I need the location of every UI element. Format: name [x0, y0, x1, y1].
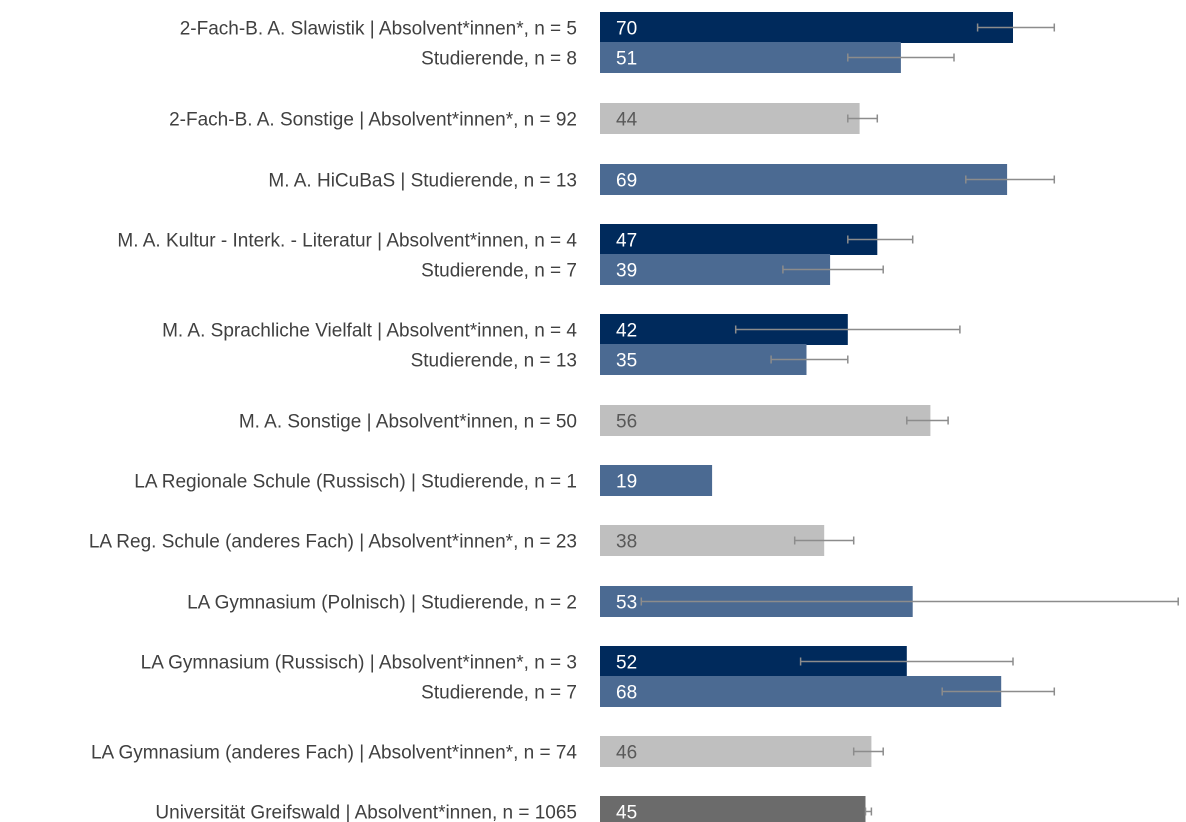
value-label: 42 [616, 321, 637, 342]
value-label: 69 [616, 171, 637, 192]
bars [600, 12, 1013, 822]
error-bar [793, 536, 855, 545]
category-labels: 2-Fach-B. A. Slawistik | Absolvent*innen… [89, 19, 578, 822]
category-label: M. A. Kultur - Interk. - Literatur | Abs… [117, 231, 577, 252]
error-bar [847, 114, 879, 123]
value-label: 19 [616, 472, 637, 493]
error-bar [799, 657, 1014, 666]
category-label: M. A. HiCuBaS | Studierende, n = 13 [268, 171, 577, 192]
error-bar [782, 265, 884, 274]
bar [600, 12, 1013, 43]
error-bar [976, 23, 1056, 32]
error-bar [847, 53, 955, 62]
value-label: 38 [616, 532, 637, 553]
error-bar [770, 355, 849, 364]
bar [600, 103, 860, 134]
error-bars [640, 23, 1179, 816]
category-label: LA Gymnasium (anderes Fach) | Absolvent*… [91, 743, 577, 764]
bar [600, 676, 1002, 707]
bar [600, 796, 866, 822]
bar [600, 164, 1008, 195]
error-bar [864, 807, 873, 816]
category-label: Studierende, n = 8 [421, 49, 577, 70]
bar [600, 405, 931, 436]
value-label: 68 [616, 683, 637, 704]
value-label: 39 [616, 261, 637, 282]
category-label: M. A. Sprachliche Vielfalt | Absolvent*i… [162, 321, 577, 342]
bar [600, 525, 825, 556]
error-bar [941, 687, 1056, 696]
value-label: 46 [616, 743, 637, 764]
value-label: 51 [616, 49, 637, 70]
category-label: LA Regionale Schule (Russisch) | Studier… [134, 472, 577, 493]
bar [600, 224, 878, 255]
value-label: 44 [616, 110, 638, 131]
category-label: LA Gymnasium (Polnisch) | Studierende, n… [187, 593, 577, 614]
error-bar [734, 325, 961, 334]
value-label: 47 [616, 231, 637, 252]
value-label: 70 [616, 19, 637, 40]
category-label: 2-Fach-B. A. Sonstige | Absolvent*innen*… [169, 110, 577, 131]
value-labels: 70 51 44 69 47 39 42 35 56 19 38 53 52 68 46 45 [616, 19, 638, 822]
category-label: M. A. Sonstige | Absolvent*innen, n = 50 [239, 412, 577, 433]
category-label: 2-Fach-B. A. Slawistik | Absolvent*innen… [180, 19, 577, 40]
category-label: Studierende, n = 7 [421, 261, 577, 282]
category-label: LA Gymnasium (Russisch) | Absolvent*inne… [141, 653, 577, 674]
category-label: Universität Greifswald | Absolvent*innen… [155, 803, 577, 822]
category-label: Studierende, n = 13 [411, 351, 577, 372]
error-bar [965, 175, 1056, 184]
error-bar [640, 597, 1179, 606]
value-label: 52 [616, 653, 637, 674]
error-bar [906, 416, 949, 425]
value-label: 35 [616, 351, 637, 372]
value-label: 45 [616, 803, 637, 822]
category-label: LA Reg. Schule (anderes Fach) | Absolven… [89, 532, 577, 553]
category-label: Studierende, n = 7 [421, 683, 577, 704]
error-bar [852, 747, 884, 756]
value-label: 53 [616, 593, 637, 614]
bar [600, 736, 872, 767]
bar [600, 465, 713, 496]
error-bar [847, 235, 914, 244]
value-label: 56 [616, 412, 637, 433]
